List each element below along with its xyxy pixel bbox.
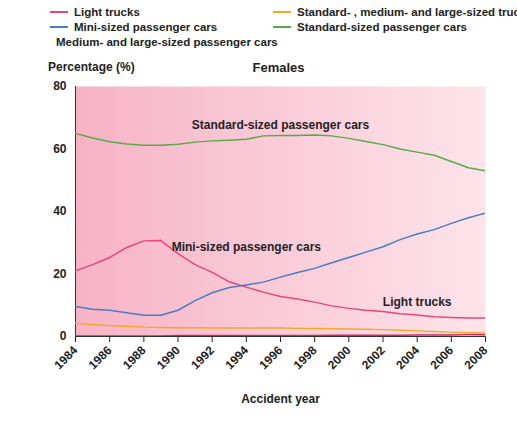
svg-text:1996: 1996 xyxy=(257,343,286,372)
svg-text:1988: 1988 xyxy=(120,343,149,372)
svg-text:1998: 1998 xyxy=(291,343,320,372)
svg-text:Standard-sized passenger cars: Standard-sized passenger cars xyxy=(192,118,370,132)
svg-text:60: 60 xyxy=(53,142,67,156)
svg-text:2006: 2006 xyxy=(427,343,456,372)
svg-text:1994: 1994 xyxy=(222,343,251,372)
html-text:Light trucks: Light trucks xyxy=(74,6,140,18)
html-text:Mini-sized passenger cars: Mini-sized passenger cars xyxy=(74,21,218,33)
svg-text:2008: 2008 xyxy=(462,343,491,372)
svg-text:2004: 2004 xyxy=(393,343,422,372)
svg-text:1984: 1984 xyxy=(52,343,81,372)
html-text:Medium- and large-sized passen: Medium- and large-sized passenger cars xyxy=(56,36,278,48)
html-text:Females: Females xyxy=(252,60,305,75)
html-text:Percentage (%): Percentage (%) xyxy=(48,60,135,74)
svg-text:40: 40 xyxy=(53,204,67,218)
svg-text:1992: 1992 xyxy=(188,343,217,372)
svg-text:2002: 2002 xyxy=(359,343,388,372)
svg-text:80: 80 xyxy=(53,79,67,93)
svg-text:0: 0 xyxy=(60,329,67,343)
svg-text:20: 20 xyxy=(53,267,67,281)
svg-text:Light trucks: Light trucks xyxy=(383,295,452,309)
svg-text:Mini-sized passenger cars: Mini-sized passenger cars xyxy=(172,240,322,254)
svg-text:1990: 1990 xyxy=(154,343,183,372)
svg-text:1986: 1986 xyxy=(86,343,115,372)
svg-text:Accident year: Accident year xyxy=(241,392,320,406)
html-text:Standard-sized passenger cars: Standard-sized passenger cars xyxy=(297,21,467,33)
svg-text:2000: 2000 xyxy=(325,343,354,372)
